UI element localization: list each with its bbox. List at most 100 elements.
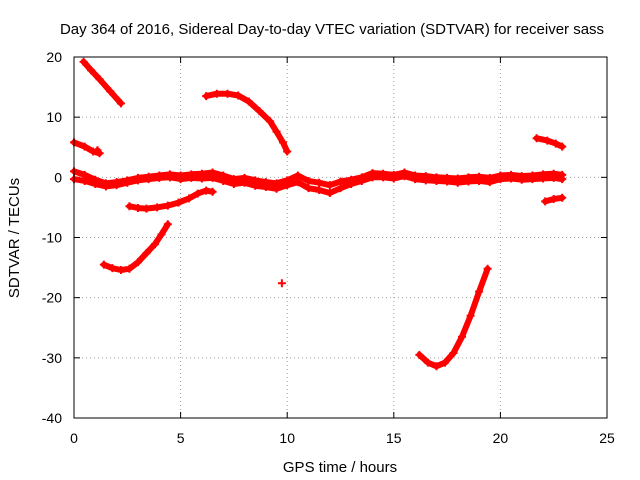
data-point bbox=[458, 332, 467, 341]
data-point bbox=[485, 178, 494, 187]
data-point bbox=[251, 181, 260, 190]
y-tick-label: 20 bbox=[46, 49, 62, 65]
data-point bbox=[261, 182, 270, 191]
data-point bbox=[466, 311, 475, 320]
data-point bbox=[517, 175, 526, 184]
data-point bbox=[91, 179, 100, 188]
data-point bbox=[551, 139, 560, 148]
data-point bbox=[185, 194, 194, 203]
data-point bbox=[475, 287, 484, 296]
y-tick-label: -20 bbox=[42, 290, 62, 306]
data-point bbox=[163, 201, 172, 210]
data-point bbox=[255, 107, 264, 116]
data-point bbox=[202, 186, 211, 195]
data-point bbox=[89, 147, 98, 156]
data-point bbox=[79, 57, 88, 66]
data-point bbox=[176, 175, 185, 184]
data-point bbox=[87, 66, 96, 75]
data-point bbox=[95, 75, 104, 84]
plot-frame bbox=[73, 56, 608, 419]
y-tick-label: -30 bbox=[42, 350, 62, 366]
axis-ticks: 0 5 10 15 20 25 20 10 0 -10 -20 -30 -40 bbox=[42, 49, 615, 446]
data-point bbox=[80, 142, 89, 151]
data-point bbox=[244, 97, 253, 106]
data-point bbox=[415, 350, 424, 359]
x-tick-label: 0 bbox=[70, 430, 78, 446]
y-tick-label: -10 bbox=[42, 230, 62, 246]
data-point bbox=[558, 175, 567, 184]
data-point bbox=[368, 173, 377, 182]
data-point bbox=[347, 179, 356, 188]
data-point bbox=[539, 174, 548, 183]
data-point bbox=[116, 99, 125, 108]
data-point bbox=[208, 187, 217, 196]
data-point bbox=[315, 185, 324, 194]
x-tick-label: 25 bbox=[599, 430, 615, 446]
x-tick-label: 15 bbox=[386, 430, 402, 446]
data-point bbox=[123, 178, 132, 187]
data-point bbox=[93, 146, 102, 155]
x-tick-label: 20 bbox=[493, 430, 509, 446]
data-point bbox=[336, 184, 345, 193]
data-point bbox=[174, 198, 183, 207]
data-point bbox=[202, 92, 211, 101]
data-point bbox=[496, 175, 505, 184]
data-point bbox=[142, 204, 151, 213]
data-point bbox=[549, 173, 558, 182]
data-point bbox=[293, 178, 302, 187]
data-point bbox=[108, 264, 117, 273]
data-point bbox=[165, 173, 174, 182]
series-track-g bbox=[415, 264, 492, 371]
series-track-e bbox=[99, 220, 172, 274]
data-point bbox=[101, 182, 110, 191]
data-point bbox=[144, 175, 153, 184]
data-point bbox=[283, 147, 292, 156]
data-point bbox=[219, 176, 228, 185]
data-point bbox=[475, 176, 484, 185]
data-point bbox=[421, 176, 430, 185]
data-point bbox=[453, 178, 462, 187]
data-point bbox=[443, 177, 452, 186]
data-point bbox=[532, 134, 541, 143]
series-track-d bbox=[125, 186, 217, 213]
data-point bbox=[106, 87, 115, 96]
data-point bbox=[543, 136, 552, 145]
data-point bbox=[379, 173, 388, 182]
data-series bbox=[70, 57, 567, 371]
x-tick-label: 10 bbox=[279, 430, 295, 446]
data-point bbox=[193, 189, 202, 198]
data-point bbox=[133, 258, 142, 267]
series-trace bbox=[80, 58, 124, 107]
y-tick-label: 10 bbox=[46, 109, 62, 125]
chart-title: Day 364 of 2016, Sidereal Day-to-day VTE… bbox=[60, 21, 604, 38]
data-point bbox=[549, 194, 558, 203]
series-track-h bbox=[532, 134, 567, 151]
data-point bbox=[240, 178, 249, 187]
series-track-a bbox=[79, 57, 125, 108]
data-point bbox=[278, 138, 287, 147]
data-point bbox=[155, 173, 164, 182]
data-point bbox=[423, 358, 432, 367]
data-point bbox=[411, 175, 420, 184]
data-point bbox=[272, 184, 281, 193]
data-point bbox=[304, 184, 313, 193]
data-point bbox=[99, 260, 108, 269]
data-point bbox=[153, 203, 162, 212]
series-trace bbox=[126, 187, 216, 212]
data-point bbox=[277, 279, 286, 288]
data-point bbox=[389, 174, 398, 183]
data-point bbox=[541, 197, 550, 206]
data-point bbox=[208, 173, 217, 182]
data-point bbox=[266, 117, 275, 126]
data-point bbox=[197, 174, 206, 183]
series-trace bbox=[203, 90, 291, 155]
series-track-b bbox=[70, 138, 104, 158]
data-point bbox=[142, 249, 151, 258]
data-point bbox=[440, 358, 449, 367]
data-point bbox=[163, 220, 172, 229]
data-point bbox=[464, 177, 473, 186]
data-point bbox=[133, 204, 142, 213]
data-point bbox=[325, 181, 334, 190]
data-point bbox=[133, 176, 142, 185]
